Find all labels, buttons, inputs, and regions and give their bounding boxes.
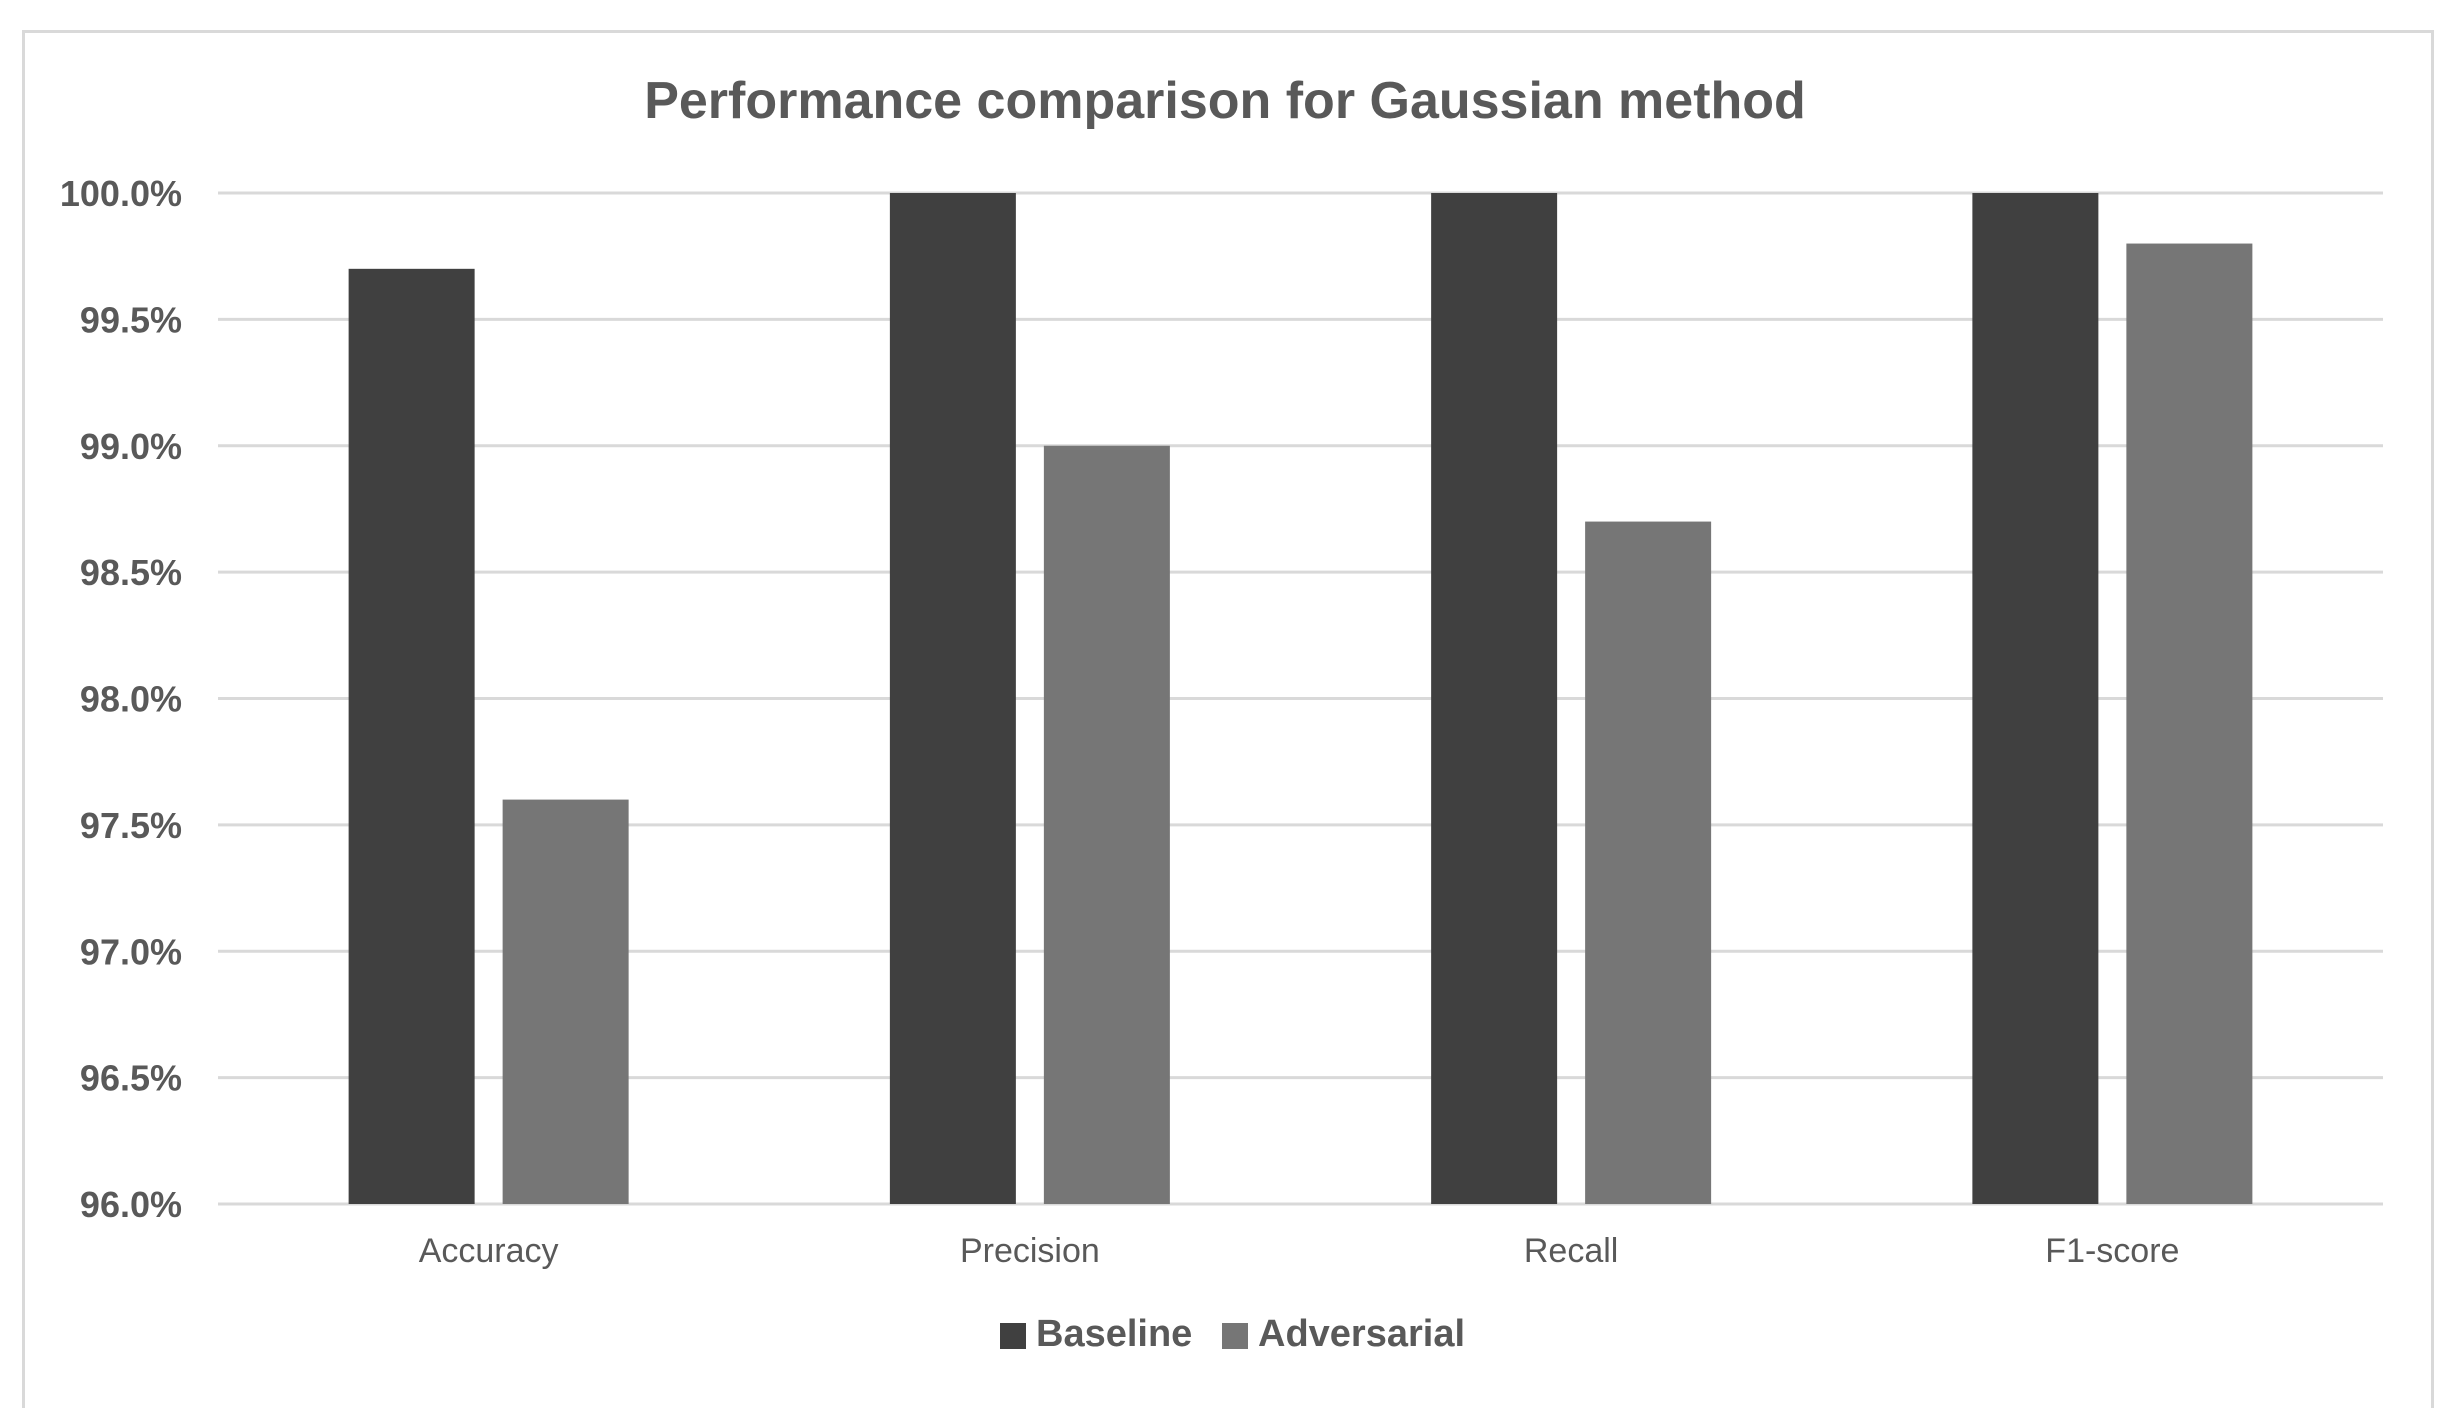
y-tick-label: 98.0% [80, 679, 182, 720]
bar-adversarial-f1-score [2126, 243, 2253, 1205]
bar-baseline-recall [1431, 193, 1558, 1204]
legend-swatch-baseline [1000, 1323, 1026, 1349]
x-tick-label: Accuracy [419, 1232, 559, 1270]
x-tick-label: Recall [1524, 1232, 1618, 1270]
y-tick-label: 99.5% [80, 299, 182, 340]
legend-label-baseline: Baseline [1036, 1313, 1192, 1355]
y-tick-label: 98.5% [80, 552, 182, 593]
x-tick-label: F1-score [2045, 1232, 2179, 1270]
bar-baseline-precision [889, 193, 1016, 1204]
bar-baseline-f1-score [1972, 193, 2099, 1204]
legend: Baseline Adversarial [1000, 1313, 1465, 1355]
y-tick-label: 100.0% [60, 173, 182, 214]
bar-adversarial-recall [1585, 521, 1712, 1204]
x-axis-tick-labels: Accuracy Precision Recall F1-score [419, 1232, 2180, 1270]
legend-label-adversarial: Adversarial [1258, 1313, 1465, 1355]
bar-baseline-accuracy [348, 268, 475, 1204]
bars [348, 193, 2253, 1205]
y-tick-label: 99.0% [80, 426, 182, 467]
chart-title: Performance comparison for Gaussian meth… [644, 72, 1806, 130]
y-tick-label: 97.5% [80, 805, 182, 846]
y-tick-label: 96.0% [80, 1184, 182, 1225]
y-axis-tick-labels: 96.0% 96.5% 97.0% 97.5% 98.0% 98.5% 99.0% 99.5%… [60, 173, 182, 1225]
y-tick-label: 96.5% [80, 1058, 182, 1099]
y-tick-label: 97.0% [80, 931, 182, 972]
x-tick-label: Precision [960, 1232, 1100, 1270]
bar-adversarial-accuracy [502, 799, 629, 1204]
bar-adversarial-precision [1043, 445, 1170, 1204]
legend-swatch-adversarial [1222, 1323, 1248, 1349]
